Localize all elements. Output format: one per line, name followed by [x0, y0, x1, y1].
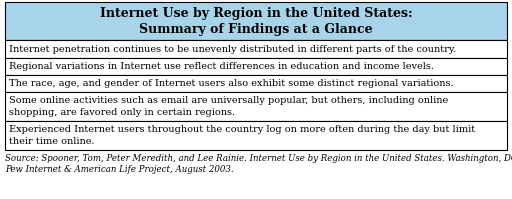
Text: Internet Use by Region in the United States:: Internet Use by Region in the United Sta… — [100, 7, 412, 20]
Bar — [5, 121, 507, 150]
Text: Some online activities such as email are universally popular, but others, includ: Some online activities such as email are… — [9, 96, 448, 117]
Text: Experienced Internet users throughout the country log on more often during the d: Experienced Internet users throughout th… — [9, 125, 475, 146]
Text: Regional variations in Internet use reflect differences in education and income : Regional variations in Internet use refl… — [9, 62, 434, 71]
Bar — [5, 75, 507, 92]
Text: Internet penetration continues to be unevenly distributed in different parts of : Internet penetration continues to be une… — [9, 45, 456, 54]
Bar — [5, 2, 507, 40]
Text: Source: Spooner, Tom, Peter Meredith, and Lee Rainie. Internet Use by Region in : Source: Spooner, Tom, Peter Meredith, an… — [5, 154, 512, 175]
Text: The race, age, and gender of Internet users also exhibit some distinct regional : The race, age, and gender of Internet us… — [9, 79, 454, 88]
Bar — [5, 58, 507, 75]
Bar — [5, 92, 507, 121]
Bar — [5, 40, 507, 58]
Text: Summary of Findings at a Glance: Summary of Findings at a Glance — [139, 23, 373, 36]
